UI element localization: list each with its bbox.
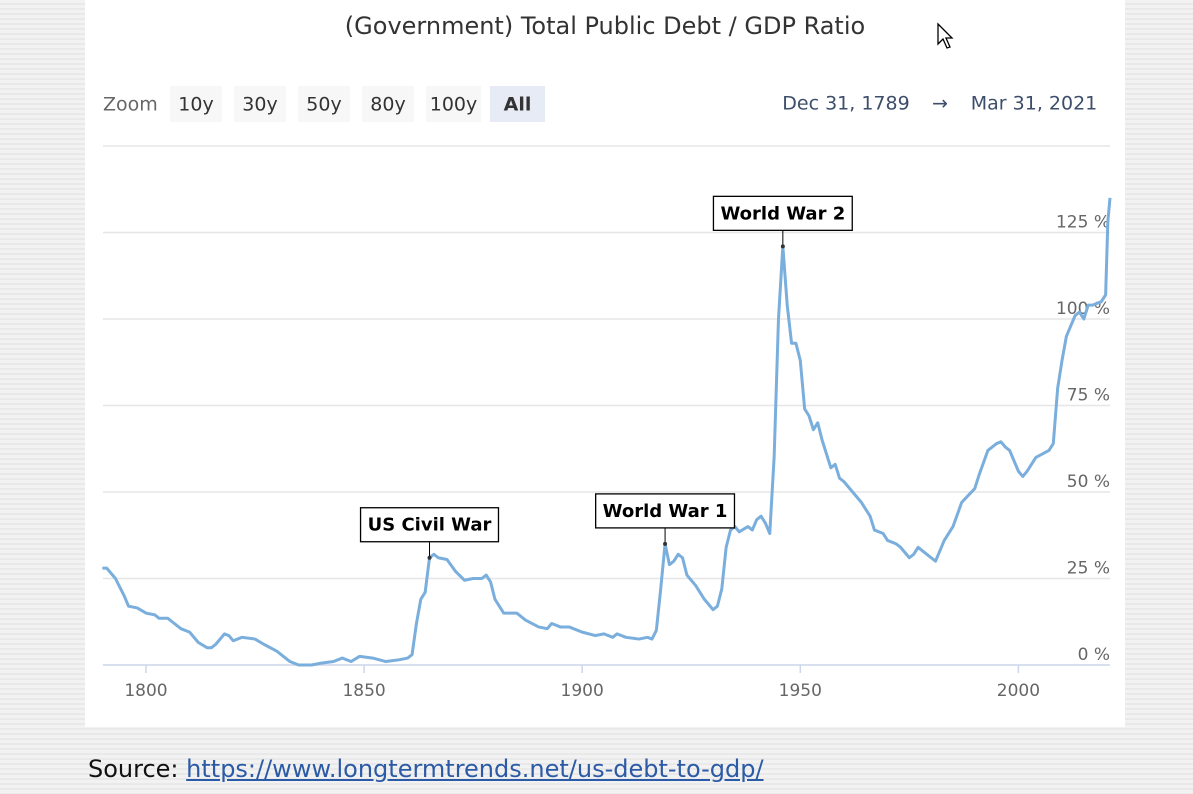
zoom-button[interactable]: 30y (234, 86, 286, 122)
annotation-box (359, 507, 500, 543)
y-tick-label: 125 % (1056, 213, 1110, 233)
annotation-box (595, 493, 736, 529)
zoom-button-bg (298, 86, 350, 122)
zoom-button-label: 10y (178, 94, 213, 116)
annotation-point (780, 244, 785, 249)
zoom-button-bg (490, 86, 545, 122)
source-link[interactable]: https://www.longtermtrends.net/us-debt-t… (186, 755, 764, 783)
zoom-button-label: All (504, 94, 532, 116)
zoom-button[interactable]: 50y (298, 86, 350, 122)
annotation-label: US Civil War (368, 515, 492, 536)
range-arrow: → (932, 93, 948, 115)
y-tick-label: 75 % (1067, 386, 1110, 406)
annotation-point (427, 555, 432, 560)
zoom-button-bg (362, 86, 414, 122)
source-label: Source: (88, 755, 179, 783)
x-tick-label: 1950 (779, 681, 822, 701)
annotation-box (712, 195, 853, 231)
y-tick-label: 25 % (1067, 559, 1110, 579)
annotation-label: World War 1 (603, 501, 728, 522)
zoom-button-bg (170, 86, 222, 122)
x-tick-label: 1900 (561, 681, 604, 701)
range-to: Mar 31, 2021 (971, 93, 1098, 115)
cursor (937, 22, 954, 49)
zoom-label: Zoom (103, 94, 158, 116)
zoom-button-label: 100y (430, 94, 478, 116)
zoom-button[interactable]: 80y (362, 86, 414, 122)
y-tick-label: 50 % (1067, 472, 1110, 492)
zoom-button[interactable]: 10y (170, 86, 222, 122)
zoom-button-label: 50y (306, 94, 341, 116)
y-tick-label: 0 % (1078, 645, 1110, 665)
x-tick-label: 2000 (997, 681, 1040, 701)
annotation-label: World War 2 (720, 203, 845, 224)
range-from: Dec 31, 1789 (782, 93, 909, 115)
debt-line (102, 197, 1112, 667)
zoom-button-label: 80y (370, 94, 405, 116)
source: Source: https://www.longtermtrends.net/u… (88, 755, 764, 783)
zoom-button-bg (426, 86, 481, 122)
chart-title: (Government) Total Public Debt / GDP Rat… (345, 12, 865, 40)
chart: (Government) Total Public Debt / GDP Rat… (102, 12, 1112, 701)
zoom-button-label: 30y (242, 94, 277, 116)
zoom-button-bg (234, 86, 286, 122)
zoom-button[interactable]: 100y (426, 86, 481, 122)
x-tick-label: 1800 (124, 681, 167, 701)
x-tick-label: 1850 (342, 681, 385, 701)
annotation-point (663, 541, 668, 546)
zoom-button[interactable]: All (490, 86, 545, 122)
